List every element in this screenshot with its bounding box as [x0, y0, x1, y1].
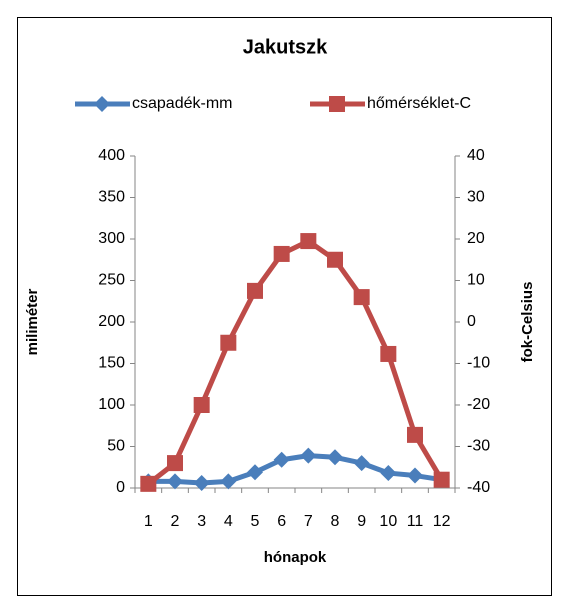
x-tick-label: 8 [331, 513, 340, 530]
data-point [327, 449, 343, 466]
x-tick-label: 4 [224, 513, 233, 530]
data-point [193, 475, 210, 492]
data-point [247, 464, 263, 481]
x-tick-label: 7 [304, 513, 313, 530]
y-tick-label: 350 [98, 189, 125, 206]
legend-marker [329, 96, 345, 112]
data-point [220, 473, 237, 490]
x-tick-label: 6 [277, 513, 286, 530]
data-point [300, 233, 317, 250]
data-point [380, 465, 397, 482]
x-tick-label: 5 [251, 513, 260, 530]
data-point [433, 471, 450, 488]
y-tick-label: 200 [98, 313, 125, 330]
x-tick-label: 10 [379, 513, 397, 530]
legend-label: hőmérséklet-C [367, 95, 471, 112]
legend-marker [94, 96, 110, 112]
data-point [140, 475, 157, 492]
data-point [353, 289, 370, 306]
legend-label: csapadék-mm [132, 95, 232, 112]
x-tick-label: 12 [433, 513, 451, 530]
data-point [193, 397, 210, 413]
y2-tick-label: -20 [467, 396, 490, 413]
y2-tick-label: -40 [467, 479, 490, 496]
data-point [407, 467, 423, 484]
y2-axis-title: fok-Celsius [519, 282, 536, 363]
series-line [146, 238, 444, 486]
data-point [273, 245, 290, 262]
data-point [167, 473, 183, 490]
x-tick-label: 2 [171, 513, 180, 530]
y-tick-label: 50 [107, 438, 125, 455]
data-point [247, 282, 263, 299]
y2-tick-label: 20 [467, 230, 485, 247]
y-axis-title: miliméter [24, 288, 41, 355]
y-tick-label: 100 [98, 396, 125, 413]
y-tick-label: 0 [116, 479, 125, 496]
y-tick-label: 300 [98, 230, 125, 247]
y-tick-label: 400 [98, 147, 125, 164]
data-point [327, 251, 343, 268]
data-point [273, 451, 290, 468]
data-point [167, 455, 183, 472]
x-tick-label: 9 [357, 513, 366, 530]
data-point [353, 455, 370, 472]
y2-tick-label: 40 [467, 147, 485, 164]
chart-title: Jakutszk [243, 36, 328, 58]
data-point [407, 426, 423, 443]
y2-tick-label: 30 [467, 189, 485, 206]
x-axis-title: hónapok [264, 549, 327, 566]
y2-tick-label: 0 [467, 313, 476, 330]
data-point [300, 447, 317, 464]
chart-border [17, 17, 552, 596]
y2-tick-label: -10 [467, 355, 490, 372]
x-tick-label: 11 [407, 513, 424, 530]
x-tick-label: 1 [144, 513, 153, 530]
data-point [220, 334, 237, 351]
y-tick-label: 250 [98, 272, 125, 289]
data-point [380, 345, 397, 362]
y2-tick-label: -30 [467, 438, 490, 455]
y2-tick-label: 10 [467, 272, 485, 289]
x-tick-label: 3 [197, 513, 206, 530]
y-tick-label: 150 [98, 355, 125, 372]
